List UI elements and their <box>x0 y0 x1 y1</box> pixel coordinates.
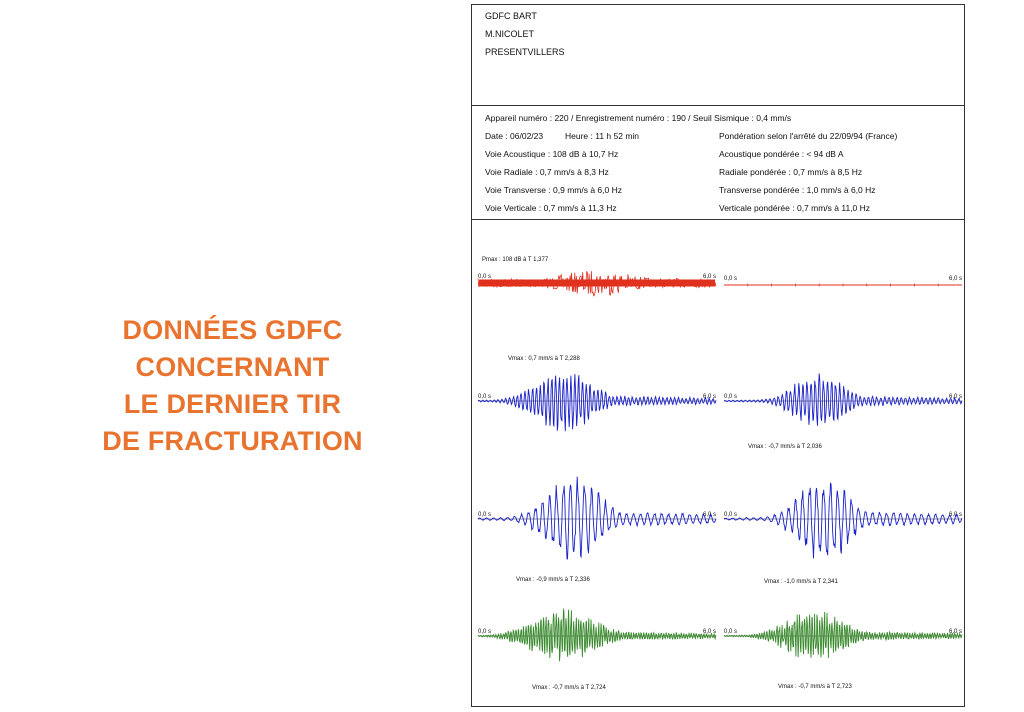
device-record-line: Appareil numéro : 220 / Enregistrement n… <box>485 113 792 123</box>
location-name: PRESENTVILLERS <box>485 47 565 57</box>
seismograph-report: GDFC BART M.NICOLET PRESENTVILLERS Appar… <box>471 4 965 707</box>
vertical-raw-start-label: 0,0 s <box>478 629 491 635</box>
radial-raw-start-label: 0,0 s <box>478 394 491 400</box>
acoustic-raw-peak-label: Pmax : 108 dB à T 1,377 <box>482 257 549 263</box>
report-header: GDFC BART M.NICOLET PRESENTVILLERS <box>472 5 964 106</box>
radial-value: Voie Radiale : 0,7 mm/s à 8,3 Hz <box>485 167 609 177</box>
title-line-4: DE FRACTURATION <box>102 426 363 456</box>
acoustic-raw-band <box>479 279 715 287</box>
transverse-raw-trace <box>477 476 717 560</box>
transverse-weighted-start-label: 0,0 s <box>724 512 737 518</box>
record-date: Date : 06/02/23 <box>485 131 544 141</box>
vertical-raw-peak-label: Vmax : -0,7 mm/s à T 2,724 <box>532 685 606 691</box>
record-time: Heure : 11 h 52 min <box>565 131 640 141</box>
vertical-weighted-end-label: 6,0 s <box>949 629 962 635</box>
waveform-plots: 0,0 s 6,0 s Pmax : 108 dB à T 1,377 0,0 s 6,… <box>477 257 963 691</box>
acoustic-raw-trace <box>477 271 717 297</box>
acoustic-value: Voie Acoustique : 108 dB à 10,7 Hz <box>485 149 619 159</box>
vertical-weighted-value: Verticale pondérée : 0,7 mm/s à 11,0 Hz <box>719 203 871 213</box>
radial-raw-peak-label: Vmax : 0,7 mm/s à T 2,288 <box>508 356 580 362</box>
radial-weighted-start-label: 0,0 s <box>724 394 737 400</box>
title-line-1: DONNÉES GDFC <box>122 315 343 345</box>
acoustic-raw-end-label: 6,0 s <box>703 274 716 280</box>
transverse-weighted-value: Transverse pondérée : 1,0 mm/s à 6,0 Hz <box>719 185 876 195</box>
radial-weighted-end-label: 6,0 s <box>949 394 962 400</box>
vertical-value: Voie Verticale : 0,7 mm/s à 11,3 Hz <box>485 203 617 213</box>
transverse-raw-start-label: 0,0 s <box>478 512 491 518</box>
vertical-raw-trace <box>477 608 717 662</box>
acoustic-weighted-value: Acoustique pondérée : < 94 dB A <box>719 149 844 159</box>
vertical-weighted-trace <box>723 611 963 659</box>
transverse-raw-peak-label: Vmax : -0,9 mm/s à T 2,336 <box>516 577 590 583</box>
transverse-weighted-peak-label: Vmax : -1,0 mm/s à T 2,341 <box>764 579 838 585</box>
slide-title: DONNÉES GDFC CONCERNANT LE DERNIER TIR D… <box>60 312 405 460</box>
transverse-weighted-end-label: 6,0 s <box>949 512 962 518</box>
record-info: Appareil numéro : 220 / Enregistrement n… <box>472 105 964 220</box>
company-name: GDFC BART <box>485 11 537 21</box>
acoustic-raw-start-label: 0,0 s <box>478 274 491 280</box>
radial-raw-trace <box>477 374 717 432</box>
transverse-value: Voie Transverse : 0,9 mm/s à 6,0 Hz <box>485 185 623 195</box>
radial-raw-end-label: 6,0 s <box>703 394 716 400</box>
radial-weighted-value: Radiale pondérée : 0,7 mm/s à 8,5 Hz <box>719 167 863 177</box>
vertical-raw-end-label: 6,0 s <box>703 629 716 635</box>
transverse-weighted-trace <box>723 482 963 559</box>
vertical-weighted-start-label: 0,0 s <box>724 629 737 635</box>
contact-name: M.NICOLET <box>485 29 535 39</box>
radial-weighted-peak-label: Vmax : -0,7 mm/s à T 2,036 <box>748 444 822 450</box>
acoustic-weighted-start-label: 0,0 s <box>724 276 737 282</box>
title-line-3: LE DERNIER TIR <box>123 389 342 419</box>
acoustic-weighted-end-label: 6,0 s <box>949 276 962 282</box>
vertical-weighted-peak-label: Vmax : -0,7 mm/s à T 2,723 <box>778 684 852 690</box>
title-line-2: CONCERNANT <box>135 352 330 382</box>
ponderation-note: Pondération selon l'arrêté du 22/09/94 (… <box>719 131 898 141</box>
radial-weighted-trace <box>723 373 963 426</box>
transverse-raw-end-label: 6,0 s <box>703 512 716 518</box>
